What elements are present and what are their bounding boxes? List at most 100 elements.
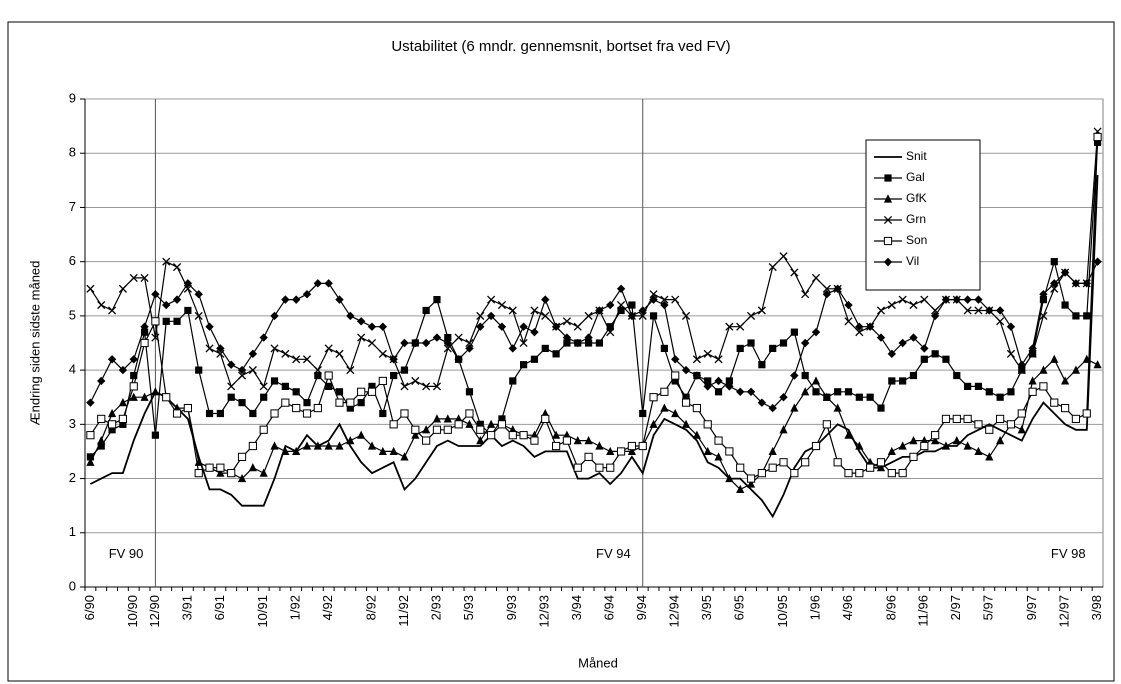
y-tick-label: 2 [69, 470, 76, 485]
marker [768, 463, 777, 472]
marker [974, 420, 983, 429]
marker [237, 473, 247, 483]
x-tick-label: 5/93 [461, 595, 476, 620]
marker [248, 463, 257, 472]
marker [346, 311, 355, 321]
marker [291, 295, 301, 304]
marker [227, 393, 235, 401]
marker [216, 468, 225, 477]
marker [790, 371, 799, 380]
marker [952, 436, 961, 445]
marker [1017, 409, 1026, 418]
marker [151, 317, 160, 326]
x-tick-label: 9/93 [504, 595, 519, 620]
marker [530, 355, 539, 363]
marker [844, 469, 853, 478]
marker [216, 463, 225, 472]
marker [1039, 365, 1048, 374]
marker [834, 388, 842, 396]
marker [357, 387, 366, 396]
marker [476, 311, 485, 320]
marker [270, 441, 279, 450]
marker [801, 387, 810, 396]
marker [1083, 312, 1091, 320]
marker [703, 420, 712, 429]
series-markers [86, 127, 1102, 391]
marker [714, 376, 723, 386]
marker [671, 408, 680, 418]
marker [616, 447, 626, 456]
marker [508, 306, 517, 315]
marker [725, 447, 734, 456]
marker [638, 441, 647, 451]
marker [606, 328, 615, 337]
marker [671, 371, 680, 380]
marker [162, 300, 171, 310]
marker [887, 469, 896, 478]
marker [1028, 344, 1037, 353]
marker [1039, 382, 1048, 391]
marker [855, 469, 864, 478]
marker [898, 338, 907, 348]
marker [443, 414, 452, 423]
marker [660, 387, 669, 396]
marker [551, 441, 561, 451]
marker [746, 474, 756, 483]
series-markers [86, 257, 1102, 413]
marker [844, 300, 853, 310]
marker [86, 284, 95, 293]
marker [259, 333, 268, 342]
marker [660, 300, 669, 310]
marker [639, 409, 647, 418]
marker [812, 388, 820, 396]
marker [963, 306, 972, 315]
marker [887, 446, 896, 456]
marker [367, 441, 377, 450]
marker [757, 469, 766, 478]
marker [118, 284, 127, 293]
marker [172, 295, 182, 304]
marker [270, 409, 279, 418]
marker [779, 458, 788, 467]
marker [346, 366, 355, 375]
marker [335, 388, 344, 396]
marker [1071, 365, 1081, 374]
marker [519, 431, 528, 440]
x-axis-label: Måned [578, 655, 618, 670]
marker [595, 463, 604, 472]
x-tick-label: 1/92 [288, 595, 303, 620]
marker [1039, 311, 1048, 320]
marker [996, 317, 1005, 326]
marker [270, 344, 279, 353]
marker [183, 403, 192, 413]
y-tick-label: 0 [69, 578, 76, 593]
marker [107, 355, 117, 364]
marker [660, 403, 669, 412]
marker [487, 431, 496, 440]
marker [237, 371, 247, 380]
marker [400, 366, 409, 374]
marker [118, 365, 128, 375]
annotation: FV 90 [109, 546, 144, 561]
marker [335, 441, 344, 450]
marker [573, 322, 582, 331]
series-line [89, 136, 1099, 480]
marker [758, 361, 766, 369]
marker [920, 295, 929, 304]
marker [119, 420, 127, 428]
marker [974, 446, 983, 456]
marker [389, 355, 398, 364]
marker [324, 371, 333, 380]
marker [941, 295, 951, 304]
marker [790, 268, 799, 277]
marker [237, 452, 247, 461]
marker [367, 322, 377, 331]
marker [172, 263, 182, 272]
marker [996, 414, 1005, 424]
series-line [89, 261, 1099, 409]
marker [584, 311, 593, 320]
marker [498, 415, 506, 423]
marker [1017, 425, 1026, 434]
y-tick-label: 6 [69, 253, 76, 268]
marker [898, 469, 907, 478]
